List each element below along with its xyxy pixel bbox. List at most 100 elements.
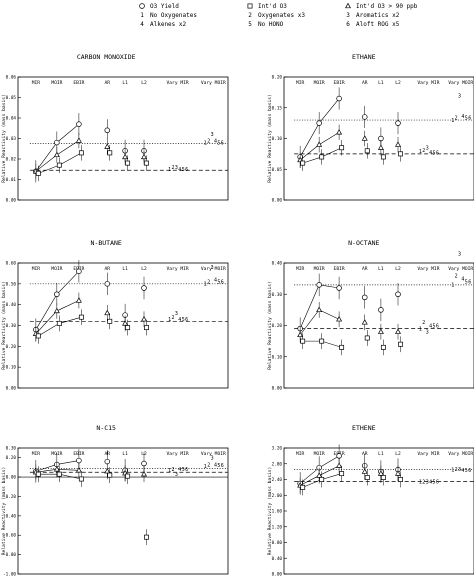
data-point-square — [35, 333, 41, 339]
column-label: MOIR — [51, 266, 62, 272]
column-label: MIR — [296, 451, 305, 457]
data-point-circle — [76, 457, 82, 464]
scenario-point-moir: 5 — [217, 140, 220, 146]
scenario-point-moir: 5 — [465, 468, 468, 474]
y-tick-label: 2.40 — [272, 477, 283, 483]
y-tick-label: 1.60 — [272, 509, 283, 515]
legend-entry: Int'd O3 — [247, 3, 287, 10]
data-point-triangle — [395, 328, 401, 334]
scenario-point-moir: 5 — [217, 463, 220, 469]
data-point-triangle — [141, 315, 147, 322]
legend-label: Alkenes x2 — [150, 21, 187, 28]
y-tick-label: 0.00 — [272, 386, 283, 392]
column-label: Vary MOIR — [448, 80, 473, 86]
data-point-triangle — [377, 144, 384, 150]
data-point-square — [319, 154, 325, 160]
y-tick-label: 0.50 — [6, 281, 17, 287]
data-point-square — [35, 170, 41, 176]
plot-frame — [283, 447, 474, 575]
scenario-point-moir: 4 — [214, 462, 217, 468]
y-tick-label: 0.02 — [6, 157, 17, 163]
data-point-circle — [76, 121, 82, 127]
scenario-point-mir: 4 — [178, 167, 181, 173]
scenario-point-moir: 5 — [217, 280, 220, 286]
y-tick-label: -0.40 — [3, 513, 16, 519]
scenario-point-moir: 6 — [468, 280, 471, 286]
panel-title: ETHENE — [352, 424, 376, 432]
y-tick-label: 0.00 — [6, 475, 17, 481]
y-tick-label: 0.03 — [6, 136, 17, 142]
scenario-point-mir: 4 — [429, 150, 432, 156]
column-label: MIR — [296, 80, 305, 86]
data-point-triangle — [122, 320, 129, 326]
data-point-square — [144, 160, 149, 166]
legend-label: No Oxygenates — [150, 12, 197, 19]
y-tick-label: -1.00 — [3, 572, 16, 578]
column-label: MOIR — [314, 80, 325, 86]
data-point-triangle — [316, 141, 323, 147]
scenario-point-moir: 2 — [207, 138, 210, 144]
scenario-point-mir: 5 — [432, 479, 435, 485]
scenario-point-mir: 2 — [422, 148, 425, 154]
data-point-square — [339, 145, 345, 151]
y-tick-label: 0.06 — [6, 75, 17, 81]
column-label: L1 — [378, 451, 384, 457]
scenario-point-mir: 2 — [171, 315, 174, 321]
scenario-point-moir: 6 — [221, 140, 224, 146]
data-point-triangle — [53, 465, 60, 472]
scenario-point-moir: 6 — [221, 280, 224, 286]
scenario-point-moir: 1 — [451, 467, 454, 473]
y-tick-label: 0.00 — [6, 198, 17, 204]
data-point-triangle — [395, 470, 401, 476]
column-label: AR — [362, 266, 368, 272]
data-point-square — [107, 150, 113, 156]
y-axis-label: Relative Reactivity (mass basis) — [1, 467, 7, 556]
scenario-point-mir: 1 — [168, 167, 171, 173]
data-point-square — [144, 325, 149, 331]
column-label: L2 — [395, 80, 401, 86]
column-label: Vary MOIR — [448, 266, 473, 272]
data-point-circle — [141, 460, 147, 467]
scenario-point-moir: 5 — [465, 115, 468, 121]
data-point-triangle — [104, 309, 111, 316]
scenario-point-mir: 6 — [436, 479, 439, 485]
column-label: AR — [104, 266, 110, 272]
y-tick-label: -0.80 — [3, 552, 16, 558]
data-point-square — [398, 151, 403, 157]
scenario-point-moir: 4 — [461, 468, 464, 474]
column-label: L1 — [122, 80, 128, 86]
scenario-point-moir: 3 — [458, 467, 461, 473]
scenario-point-moir: 3 — [211, 265, 214, 271]
scenario-point-mir: 4 — [429, 323, 432, 329]
data-point-square — [398, 341, 403, 347]
plot-frame — [17, 447, 229, 575]
data-point-triangle — [75, 466, 82, 473]
data-point-triangle — [316, 472, 323, 478]
scenario-point-mir: 3 — [175, 165, 178, 171]
data-point-circle — [316, 120, 322, 126]
data-point-triangle — [53, 151, 60, 158]
data-point-triangle — [377, 470, 384, 476]
y-tick-label: 1.20 — [272, 524, 283, 530]
y-tick-label: 0.04 — [6, 116, 17, 122]
y-tick-label: -0.60 — [3, 533, 16, 539]
scenario-point-mir: 5 — [182, 317, 185, 323]
scenario-point-moir: 1 — [204, 282, 207, 288]
legend-entry: 6 Aloft ROG x5 — [346, 21, 400, 28]
column-label: MIR — [296, 266, 305, 272]
legend-entry: 3 Aromatics x2 — [346, 12, 400, 19]
scenario-point-mir: 2 — [422, 320, 425, 326]
panel-carbon-monoxide: CARBON MONOXIDE MIR MOIR EBIR AR L1 L2 Vary MIR… — [1, 53, 229, 204]
y-axis-label: Relative Reactivity (mass basis) — [1, 94, 7, 183]
data-point-circle — [336, 95, 342, 102]
data-point-circle — [362, 114, 368, 120]
scenario-point-mir: 2 — [171, 467, 174, 473]
scenario-point-moir: 6 — [468, 115, 471, 121]
data-point-square — [380, 475, 386, 480]
chart-panels: CARBON MONOXIDE MIR MOIR EBIR AR L1 L2 Vary MIR… — [1, 53, 474, 578]
scenario-point-mir: 3 — [426, 330, 429, 336]
data-point-triangle — [53, 307, 60, 314]
column-label: Vary MIR — [167, 266, 189, 272]
